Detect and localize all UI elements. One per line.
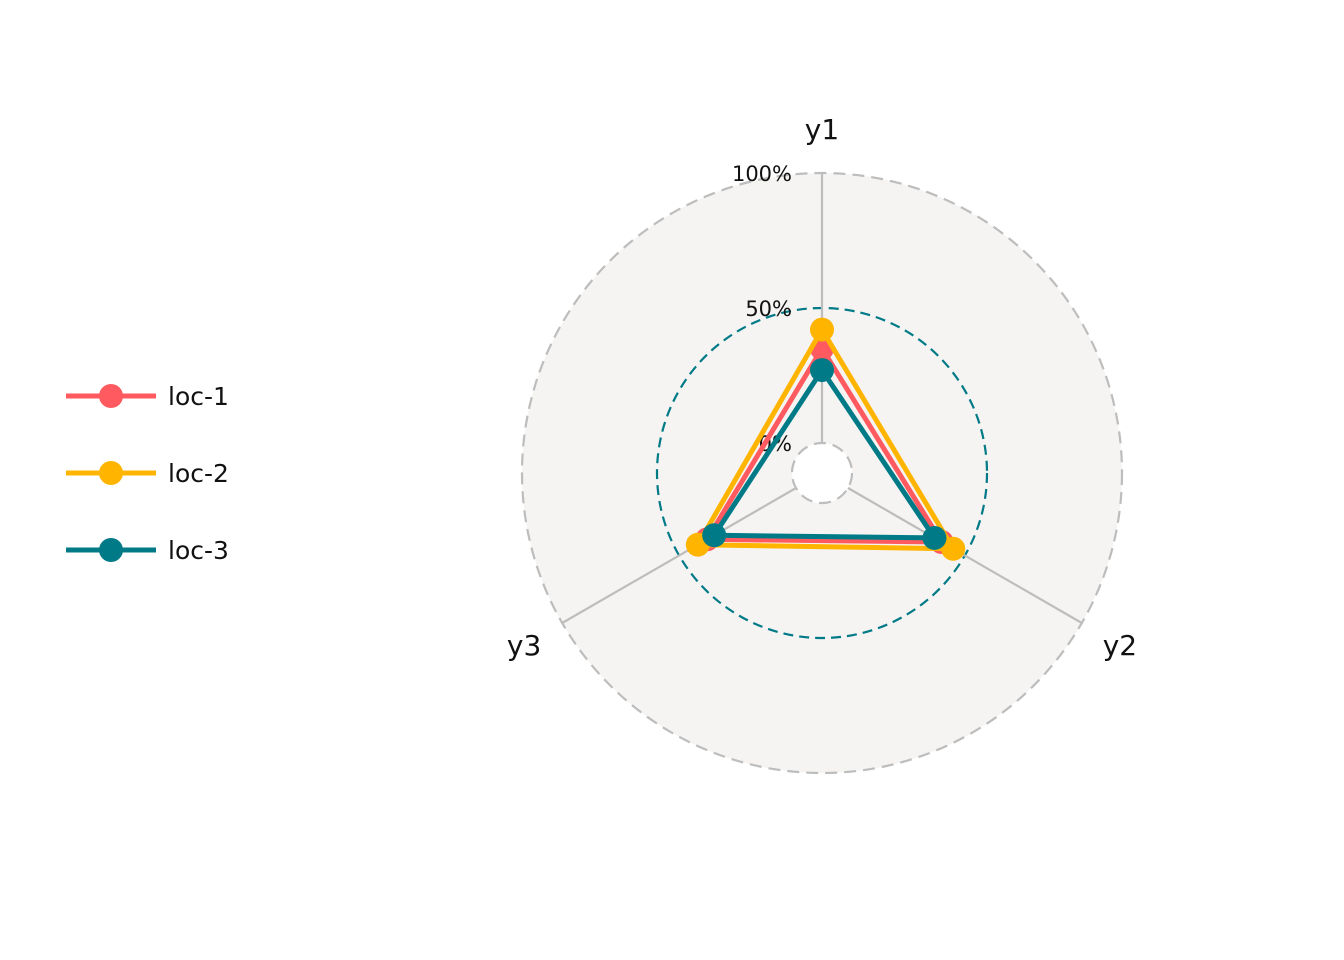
legend-marker — [99, 384, 123, 408]
axis-label-y3: y3 — [507, 629, 541, 662]
radar-series — [685, 317, 966, 561]
legend-label: loc-2 — [168, 459, 229, 488]
legend-label: loc-1 — [168, 382, 229, 411]
axis-line-y3 — [561, 487, 797, 624]
grid-label: 100% — [732, 162, 792, 186]
series-point — [702, 523, 727, 548]
legend-marker — [99, 461, 123, 485]
axis-label-y1: y1 — [805, 113, 839, 146]
series-point — [810, 358, 834, 383]
series-line-loc-3 — [711, 367, 937, 541]
legend-item: loc-2 — [66, 459, 229, 488]
legend-item: loc-1 — [66, 382, 229, 411]
grid-circle-0 — [790, 441, 854, 505]
series-line-loc-2 — [695, 327, 956, 552]
legend-item: loc-3 — [66, 536, 229, 565]
legend: loc-1 loc-2 loc-3 — [66, 382, 229, 565]
series-point — [941, 536, 966, 561]
axis-line-y2 — [847, 487, 1083, 624]
series-point — [922, 525, 947, 550]
series-point — [810, 317, 834, 342]
series-line-loc-1 — [704, 346, 944, 545]
legend-marker — [99, 538, 123, 562]
legend-label: loc-3 — [168, 536, 229, 565]
axis-labels: y1 y2 y3 — [507, 113, 1137, 662]
axis-label-y2: y2 — [1103, 629, 1137, 662]
radar-axes — [561, 173, 1083, 624]
grid-label: 50% — [745, 297, 792, 321]
